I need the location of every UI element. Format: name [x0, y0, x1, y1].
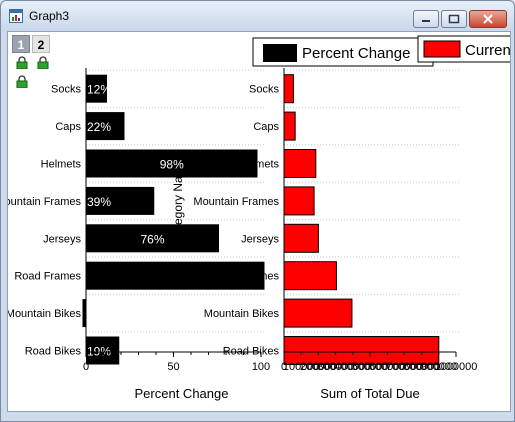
right-x-tick-label: 200000	[300, 361, 337, 373]
left-data-label-2: 98%	[160, 158, 184, 172]
left-bar-7	[86, 336, 120, 365]
right-x-tick-label: 400000	[334, 361, 371, 373]
right-x-tick-label: 800000	[403, 361, 440, 373]
close-icon	[483, 14, 493, 24]
left-x-tick-label-2: 100	[252, 361, 270, 373]
left-data-label-4: 76%	[140, 232, 164, 246]
right-category-label-0: Socks	[249, 84, 279, 96]
right-category-label-7: Road Bikes	[223, 346, 280, 358]
left-bar-0	[86, 74, 107, 103]
left-bar-6	[82, 299, 86, 328]
right-x-tick-label: 1000000	[435, 361, 478, 373]
left-category-label-6: Mountain Bikes	[8, 308, 81, 320]
right-bar-0	[283, 74, 294, 104]
left-bar-4	[86, 224, 219, 253]
legend-left-swatch	[263, 44, 297, 62]
graph-window-icon	[9, 9, 23, 23]
right-category-label-1: Caps	[253, 121, 279, 133]
left-x-tick-label-0: 0	[83, 361, 89, 373]
right-x-tick-label: 700000	[386, 361, 423, 373]
left-category-label-5: Road Frames	[14, 271, 81, 283]
right-bar-2	[283, 149, 317, 178]
left-category-label-1: Caps	[55, 121, 81, 133]
right-category-label-6: Mountain Bikes	[204, 308, 280, 320]
left-category-label-4: Jerseys	[43, 233, 81, 245]
lock-icon[interactable]	[16, 75, 28, 88]
left-bar-3	[86, 186, 155, 215]
right-category-label-3: Mountain Frames	[193, 196, 279, 208]
right-category-label-2: Helmets	[239, 159, 280, 171]
right-category-label-4: Jerseys	[241, 233, 279, 245]
right-x-axis-title: Sum of Total Due	[320, 386, 419, 401]
left-x-tick-label-1: 50	[167, 361, 179, 373]
left-y-axis-title: Category Na	[171, 176, 185, 244]
left-category-label-7: Road Bikes	[25, 346, 82, 358]
left-data-label-1: 22%	[87, 120, 111, 134]
right-bar-5	[283, 261, 337, 291]
left-data-label-3: 39%	[87, 195, 111, 209]
left-data-label-0: 12%	[87, 83, 111, 97]
right-x-tick-label: 600000	[369, 361, 406, 373]
right-x-tick-label: 100000	[283, 361, 320, 373]
right-bar-3	[283, 186, 315, 216]
right-x-tick-label: 500000	[352, 361, 389, 373]
maximize-icon	[448, 14, 460, 24]
layer-tab-2[interactable]: 2	[32, 35, 50, 53]
left-bar-1	[86, 112, 125, 141]
window-title: Graph3	[29, 9, 70, 23]
right-category-label-5: Road Frames	[212, 271, 279, 283]
legend-right-swatch	[423, 40, 461, 58]
maximize-button[interactable]	[441, 10, 467, 28]
minimize-button[interactable]	[413, 10, 439, 28]
title-bar[interactable]: Graph3	[1, 1, 514, 31]
right-bar-4	[283, 223, 319, 253]
left-category-label-3: Mountain Frames	[8, 196, 81, 208]
left-category-label-0: Socks	[51, 84, 81, 96]
left-bar-5	[86, 261, 265, 290]
left-x-axis-title: Percent Change	[135, 386, 229, 401]
left-bar-2	[86, 149, 258, 178]
left-category-label-2: Helmets	[41, 159, 82, 171]
right-x-tick-label: 300000	[317, 361, 354, 373]
legend-left-label: Percent Change	[302, 45, 410, 62]
right-bar-6	[283, 298, 353, 328]
legend-right-label: Curren	[465, 42, 510, 59]
lock-icon[interactable]	[37, 56, 49, 69]
right-bar-7	[283, 336, 440, 365]
close-button[interactable]	[469, 10, 507, 28]
graph-page[interactable]: 1 2 Socks 12% Caps 22% Helmets 98% Mountain Fr…	[7, 31, 511, 412]
layer-tab-1[interactable]: 1	[12, 35, 30, 53]
right-bar-1	[283, 111, 296, 141]
minimize-icon	[422, 20, 430, 22]
right-x-tick-label: 900000	[420, 361, 457, 373]
lock-icon[interactable]	[16, 56, 28, 69]
right-x-tick-label: 0	[281, 361, 287, 373]
chart-canvas: Socks 12% Caps 22% Helmets 98% Mountain Frames…	[8, 35, 510, 401]
